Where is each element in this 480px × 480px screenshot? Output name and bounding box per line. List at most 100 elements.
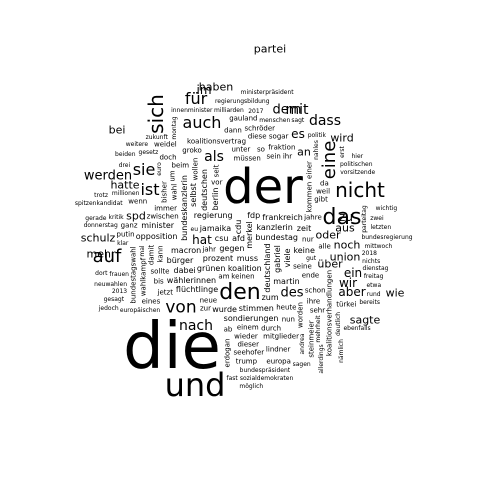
word-cloud-term: fast xyxy=(226,375,238,383)
word-cloud-term: sollte xyxy=(150,267,170,276)
word-cloud-term: hier xyxy=(351,152,364,160)
word-cloud-term: sagt xyxy=(291,116,305,124)
word-cloud-term: zwischen xyxy=(146,212,179,221)
word-cloud-term: sich xyxy=(144,94,168,134)
word-cloud-term: bürger xyxy=(166,255,194,265)
word-cloud-term: wahlkampf xyxy=(139,257,148,296)
word-cloud-term: gabriel xyxy=(273,245,283,273)
word-cloud-term: gegen xyxy=(219,244,245,254)
word-cloud-term: bundeskanzlerin xyxy=(179,175,189,241)
word-cloud-term: um xyxy=(168,170,177,182)
word-cloud-term: koalitionsvertrag xyxy=(187,137,247,146)
word-cloud-term: mal xyxy=(139,245,147,257)
word-cloud-term: noch xyxy=(333,238,361,252)
word-cloud-term: deutschen xyxy=(199,169,209,211)
word-cloud-term: ein xyxy=(343,266,363,280)
word-cloud-term: cdu xyxy=(233,219,243,234)
word-cloud-term: der xyxy=(223,159,303,215)
word-cloud-term: einem xyxy=(236,323,259,332)
word-cloud-term: nichts xyxy=(362,257,381,265)
word-cloud-term: spd xyxy=(126,209,146,223)
word-cloud-term: ebenfalls xyxy=(343,325,371,333)
word-cloud-term: neuwahlen xyxy=(94,280,128,288)
word-cloud-term: mit xyxy=(285,102,309,118)
word-cloud-term: seine xyxy=(293,262,312,271)
word-cloud-term: berlin xyxy=(211,188,221,211)
word-cloud-term: an xyxy=(297,145,311,159)
word-cloud-term: kommen xyxy=(305,181,314,213)
word-cloud-term: merkel xyxy=(245,221,255,250)
word-cloud-term: zeit xyxy=(296,224,312,234)
word-cloud-term: des xyxy=(280,285,304,301)
word-cloud-term: regierungsbildung xyxy=(214,98,270,106)
word-cloud-term: fdp xyxy=(247,210,261,220)
word-cloud-term: bundestag xyxy=(255,233,298,243)
word-cloud-term: muss xyxy=(236,253,259,263)
word-cloud-term: partei xyxy=(253,42,287,56)
word-cloud-term: ministerpräsident xyxy=(240,89,294,97)
word-cloud-term: wählerinnen xyxy=(166,275,217,285)
word-cloud-term: heute xyxy=(276,303,297,312)
word-cloud-term: seit xyxy=(212,164,221,178)
word-cloud-term: einer xyxy=(305,161,314,180)
word-cloud-term: viele xyxy=(282,248,292,268)
word-cloud-term: gesetz xyxy=(138,149,159,157)
word-cloud-term: politischen xyxy=(339,161,373,169)
word-cloud-term: sozialdemokraten xyxy=(239,375,294,383)
word-cloud-term: schulz xyxy=(80,231,116,245)
word-cloud-term: bundesregierung xyxy=(361,234,413,242)
word-cloud-term: jahre xyxy=(304,213,322,222)
word-cloud-term: kann xyxy=(156,245,165,263)
word-cloud-term: zu xyxy=(339,210,353,224)
word-cloud-term: wird xyxy=(330,131,354,145)
word-cloud-term: koalition xyxy=(227,263,262,273)
word-cloud-term: andrea xyxy=(299,333,307,355)
word-cloud-term: bis xyxy=(153,277,164,286)
word-cloud-term: dienstag xyxy=(362,265,389,273)
word-cloud-term: die xyxy=(123,310,221,384)
word-cloud-term: vor xyxy=(211,178,223,187)
word-cloud-term: donnerstag xyxy=(83,222,118,230)
word-cloud-term: unter xyxy=(231,145,251,154)
word-cloud-term: oder xyxy=(315,228,341,242)
word-cloud-term: wir xyxy=(338,276,358,290)
word-cloud-term: gauland xyxy=(229,114,258,123)
word-cloud-term: weitere xyxy=(125,140,149,148)
word-cloud-term: frankreich xyxy=(262,213,303,223)
word-cloud-term: weidel xyxy=(154,140,177,149)
word-cloud-term: aber xyxy=(338,285,366,299)
word-cloud-term: gut xyxy=(306,255,317,263)
word-cloud-term: zum xyxy=(261,293,279,303)
word-cloud-term: union xyxy=(329,250,361,264)
word-cloud-term: werden xyxy=(83,168,133,184)
word-cloud-term: ende xyxy=(301,271,320,280)
word-cloud-term: zwei xyxy=(370,215,384,223)
word-cloud-term: nämlich xyxy=(337,338,345,363)
word-cloud-term: nur xyxy=(301,235,314,244)
word-cloud-term: müssen xyxy=(233,154,261,163)
word-cloud-term: im xyxy=(196,83,212,97)
word-cloud-term: dort xyxy=(95,269,108,277)
word-cloud-term: zukunft xyxy=(145,133,168,141)
word-cloud-term: jahr xyxy=(202,245,216,254)
word-cloud-term: worden xyxy=(296,301,305,328)
word-cloud-term: schon xyxy=(304,286,326,295)
word-cloud-term: jedoch xyxy=(98,304,119,312)
word-cloud-term: beiden xyxy=(115,150,136,158)
word-cloud-term: beim xyxy=(171,161,190,170)
word-cloud-term: vorsitzende xyxy=(340,168,376,176)
word-cloud-term: den xyxy=(219,280,261,305)
word-cloud-term: alle xyxy=(318,242,331,251)
word-cloud-term: über xyxy=(317,257,343,271)
word-cloud-term: eines xyxy=(141,297,161,306)
word-cloud-term: trotz xyxy=(94,191,108,199)
word-cloud-term: deutlich xyxy=(335,312,343,337)
word-cloud-term: das xyxy=(322,205,362,230)
word-cloud-term: etwa xyxy=(366,282,382,290)
word-cloud-term: groko xyxy=(182,146,202,155)
word-cloud-term: bisher xyxy=(160,180,169,203)
word-cloud-term: rund xyxy=(366,290,381,298)
word-cloud-term: ihr xyxy=(282,152,293,161)
word-cloud-term: diese xyxy=(247,132,267,141)
word-cloud-term: ganz xyxy=(120,221,138,230)
